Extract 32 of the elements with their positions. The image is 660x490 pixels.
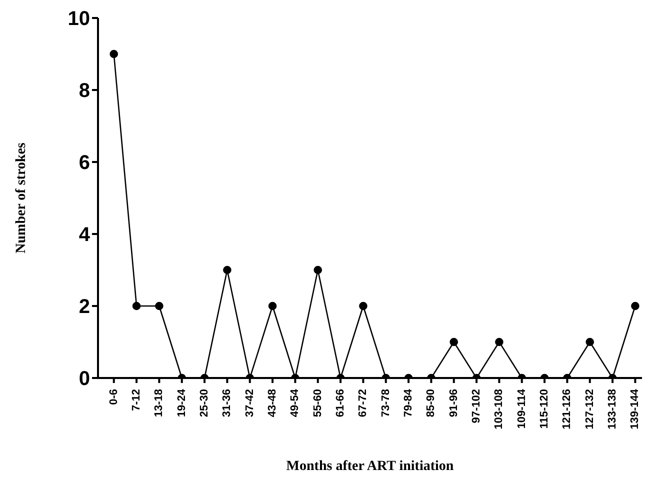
x-tick-label: 61-66: [334, 389, 347, 418]
x-tick-label: 31-36: [221, 389, 234, 418]
x-axis-title: Months after ART initiation: [286, 459, 454, 474]
x-tick-label: 85-90: [425, 389, 438, 418]
x-tick-label: 139-144: [629, 388, 642, 430]
x-tick-label: 73-78: [380, 389, 392, 418]
y-tick-label: 10: [68, 8, 90, 30]
x-tick-label: 97-102: [470, 389, 483, 424]
y-tick-label: 2: [78, 296, 90, 318]
x-tick-label: 103-108: [493, 389, 506, 430]
x-tick-label: 49-54: [289, 388, 302, 418]
x-tick-label: 55-60: [312, 389, 324, 418]
x-tick-label: 67-72: [357, 389, 370, 418]
y-tick-label: 4: [78, 224, 91, 246]
y-tick-label: 8: [78, 80, 90, 102]
x-tick-label: 7-12: [130, 389, 143, 412]
x-tick-label: 91-96: [448, 389, 460, 418]
x-tick-label: 43-48: [266, 389, 279, 418]
x-tick-label: 115-120: [538, 389, 551, 429]
y-tick-label: 0: [78, 368, 90, 390]
y-tick-label: 6: [78, 152, 90, 174]
x-tick-label: 127-132: [584, 389, 596, 430]
x-tick-label: 13-18: [153, 389, 166, 418]
x-tick-label: 19-24: [176, 388, 188, 418]
x-tick-label: 79-84: [402, 388, 415, 418]
y-axis-title: Number of strokes: [14, 142, 29, 254]
x-tick-label: 37-42: [244, 389, 256, 418]
x-tick-label: 0-6: [108, 389, 120, 405]
x-tick-label: 25-30: [198, 389, 211, 418]
x-tick-label: 121-126: [561, 389, 574, 430]
x-tick-label: 133-138: [606, 389, 619, 430]
x-tick-label: 109-114: [516, 388, 528, 429]
